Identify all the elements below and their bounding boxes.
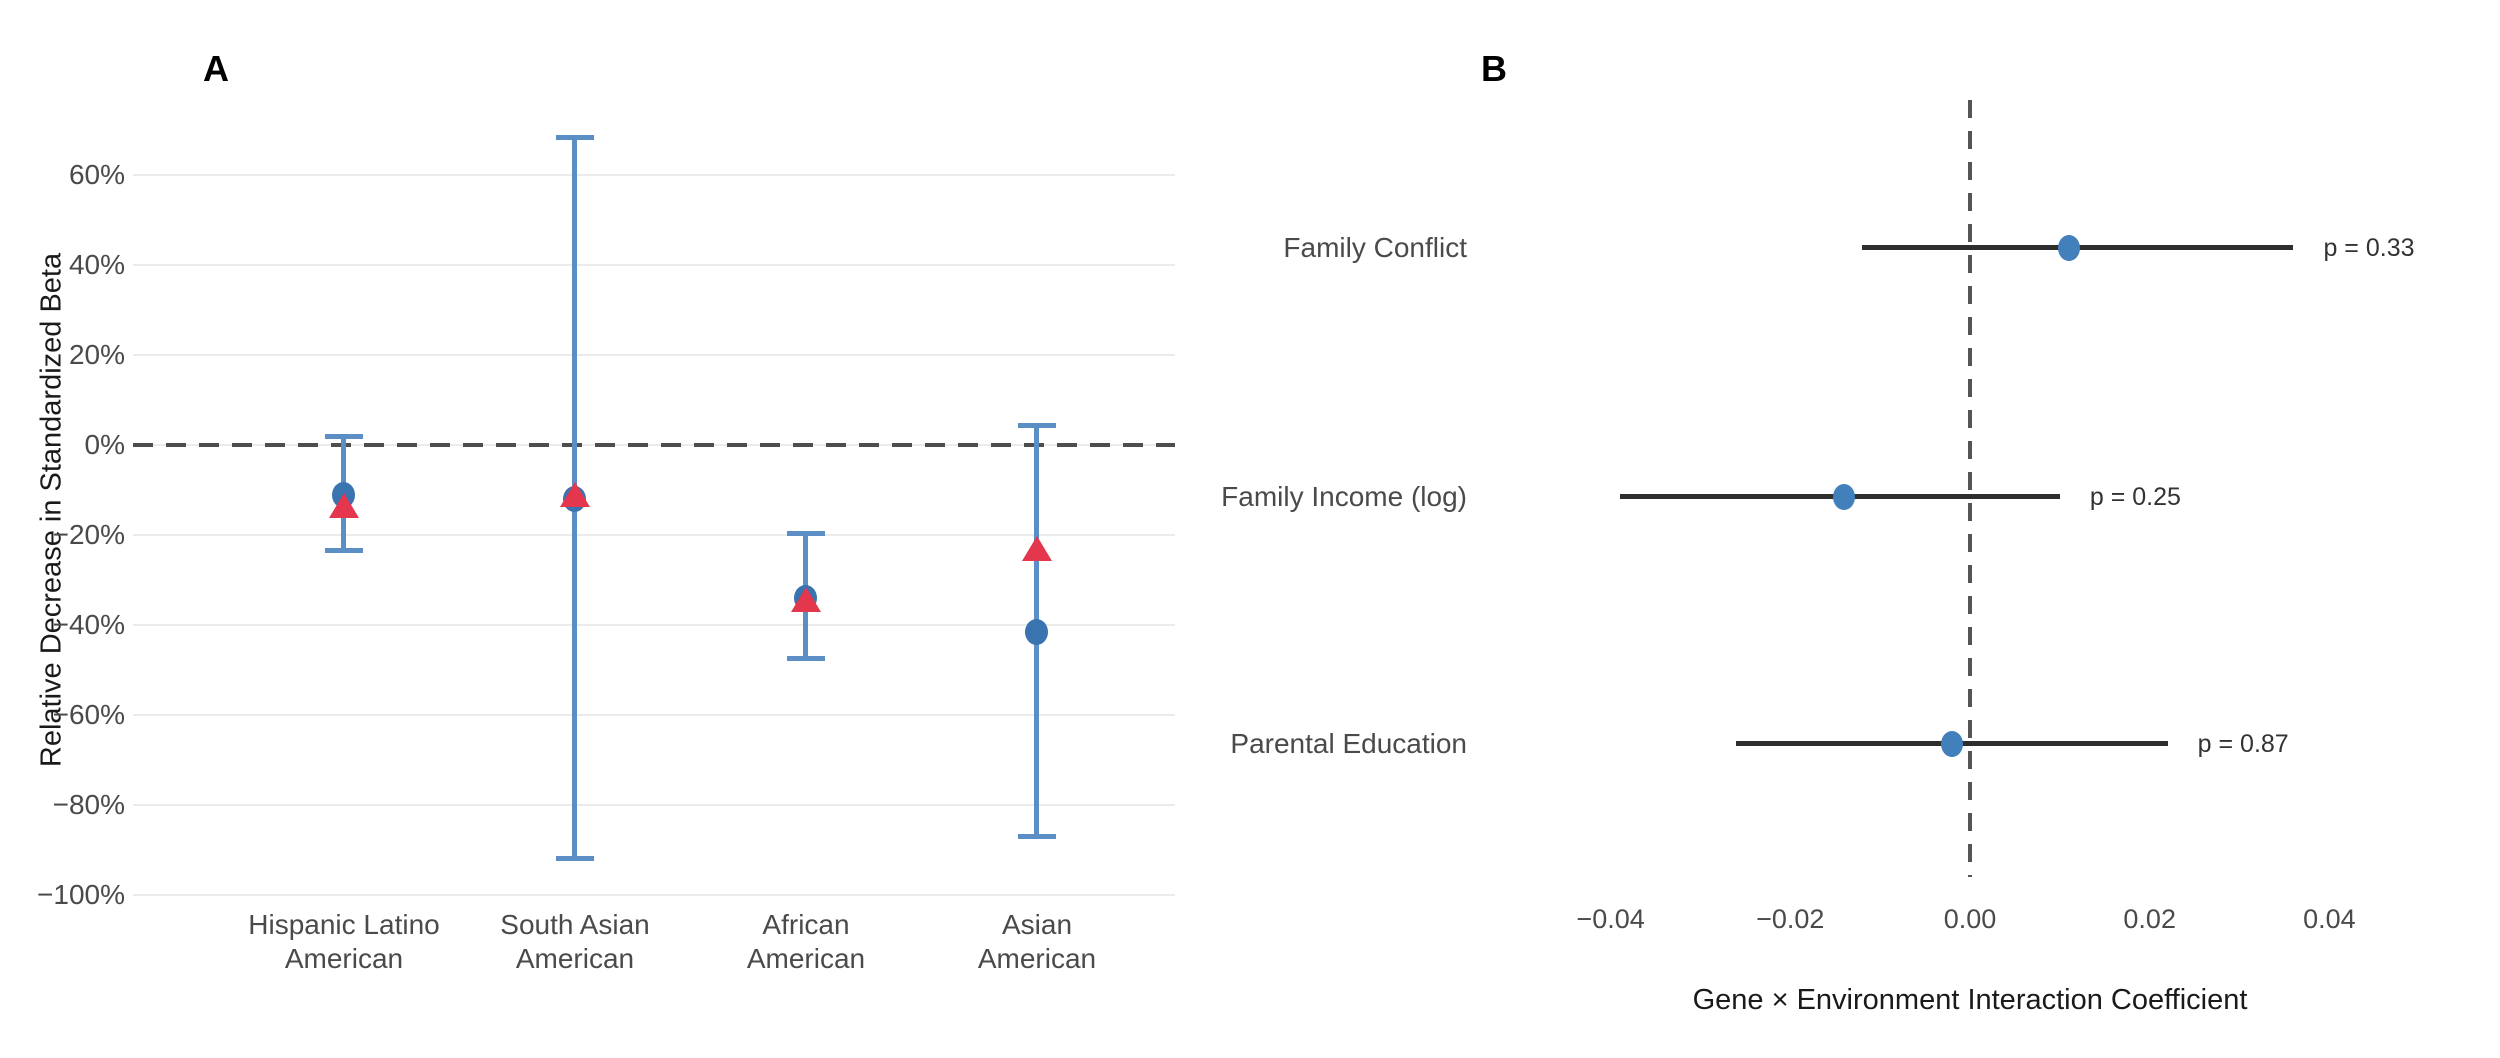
y-axis-title: Relative Decrease in Standardized Beta	[35, 252, 68, 768]
gridline-y-40	[133, 264, 1175, 266]
y-tick-label: 40%	[68, 249, 125, 280]
error-bar-cap-bottom	[787, 655, 825, 661]
error-bar-cap-bottom	[325, 547, 363, 553]
x-tick-label: −0.02	[1756, 904, 1825, 934]
x-axis-title: Gene × Environment Interaction Coefficie…	[1692, 984, 2248, 1016]
gridline-y--80	[133, 804, 1175, 806]
p-value-label: p = 0.25	[2089, 483, 2181, 511]
panel-a-letter: A	[203, 48, 229, 89]
y-tick-label: −40%	[52, 609, 125, 640]
y-tick-label: −20%	[52, 519, 125, 550]
x-tick-label: −0.04	[1576, 904, 1645, 934]
error-bar-cap-top	[325, 434, 363, 439]
zero-dashed-line-a	[133, 443, 1175, 447]
point-triangle	[1022, 535, 1052, 561]
p-value-label: p = 0.33	[2323, 234, 2415, 262]
point-triangle	[329, 492, 359, 518]
category-label: South Asian American	[500, 909, 650, 974]
panel-b-letter: B	[1481, 48, 1507, 89]
error-bar-cap-bottom	[1018, 833, 1056, 839]
y-tick-label: −60%	[52, 699, 125, 730]
gridline-y--20	[133, 534, 1175, 536]
point-triangle	[791, 587, 821, 613]
gridline-y--100	[133, 894, 1175, 896]
gridline-y-20	[133, 354, 1175, 356]
x-tick-label: 0.00	[1943, 904, 1997, 934]
p-value-label: p = 0.87	[2197, 730, 2289, 758]
estimate-dot	[2057, 235, 2080, 261]
estimate-dot	[1941, 731, 1964, 757]
zero-dashed-line-b	[1968, 100, 1972, 877]
category-label: African American	[746, 909, 866, 974]
y-tick-label: −80%	[52, 789, 125, 820]
y-tick-label: 60%	[68, 159, 125, 190]
x-tick-label: 0.04	[2303, 904, 2356, 934]
gridline-y--60	[133, 714, 1175, 716]
error-bar-cap-top	[1018, 422, 1056, 428]
y-tick-label: 20%	[68, 339, 125, 370]
y-tick-label: −100%	[37, 879, 125, 910]
point-triangle	[560, 481, 590, 507]
row-label: Family Conflict	[1283, 232, 1467, 263]
error-bar-cap-top	[556, 134, 594, 140]
row-label: Parental Education	[1230, 728, 1467, 759]
row-label: Family Income (log)	[1221, 481, 1467, 512]
x-tick-label: 0.02	[2123, 904, 2176, 934]
category-label: Asian American	[977, 909, 1097, 974]
gridline-y-60	[133, 174, 1175, 176]
error-bar-cap-top	[787, 530, 825, 536]
estimate-dot	[1833, 484, 1856, 510]
category-label: Hispanic Latino American	[248, 909, 440, 974]
y-tick-label: 0%	[84, 429, 125, 460]
point-circle	[1025, 618, 1048, 645]
gridline-y--40	[133, 624, 1175, 626]
error-bar-cap-bottom	[556, 856, 594, 861]
